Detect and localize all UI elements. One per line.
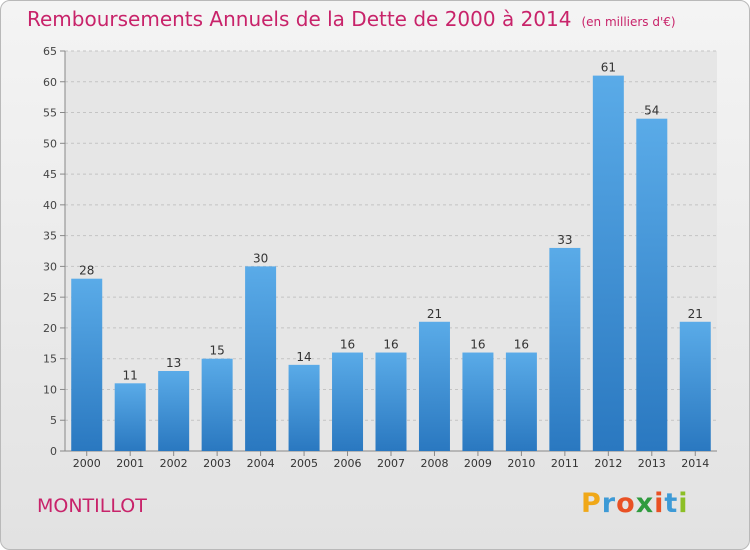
data-label: 13 (166, 356, 181, 370)
y-tick-label: 30 (43, 260, 57, 273)
y-tick-label: 20 (43, 322, 57, 335)
logo-letter: i (678, 488, 689, 519)
bar (549, 247, 581, 451)
y-tick-label: 5 (50, 414, 57, 427)
y-tick-label: 25 (43, 291, 57, 304)
x-tick-label: 2004 (247, 457, 275, 470)
bar (201, 358, 233, 451)
data-label: 15 (209, 344, 224, 358)
x-tick-label: 2005 (290, 457, 318, 470)
x-tick-label: 2001 (116, 457, 144, 470)
y-tick-label: 45 (43, 168, 57, 181)
logo-letter: x (635, 488, 655, 519)
bar (505, 352, 537, 451)
y-tick-label: 15 (43, 353, 57, 366)
x-tick-label: 2007 (377, 457, 405, 470)
x-tick-label: 2009 (464, 457, 492, 470)
x-tick-label: 2011 (551, 457, 579, 470)
data-label: 16 (340, 338, 355, 352)
data-label: 16 (514, 338, 529, 352)
bar (375, 352, 407, 451)
data-label: 21 (427, 307, 442, 321)
x-tick-label: 2006 (334, 457, 362, 470)
y-tick-label: 55 (43, 107, 57, 120)
logo-letter: P (581, 488, 602, 519)
data-label: 33 (557, 233, 572, 247)
bar (636, 118, 668, 451)
y-tick-label: 60 (43, 76, 57, 89)
y-tick-label: 40 (43, 199, 57, 212)
data-label: 28 (79, 264, 94, 278)
bar (114, 383, 146, 451)
x-tick-label: 2002 (160, 457, 188, 470)
data-label: 21 (688, 307, 703, 321)
bar (245, 266, 277, 451)
data-label: 30 (253, 251, 268, 265)
x-tick-label: 2012 (594, 457, 622, 470)
bar (462, 352, 494, 451)
x-tick-label: 2008 (420, 457, 448, 470)
y-tick-label: 65 (43, 45, 57, 58)
bar (288, 364, 320, 451)
data-label: 14 (296, 350, 311, 364)
logo-letter: t (664, 488, 679, 519)
logo-letter: r (601, 488, 617, 519)
chart-subtitle: (en milliers d'€) (581, 15, 676, 29)
bar (679, 321, 711, 451)
logo-letter: o (616, 488, 636, 519)
chart-title: Remboursements Annuels de la Dette de 20… (27, 7, 676, 31)
x-tick-label: 2014 (681, 457, 709, 470)
bar (332, 352, 364, 451)
logo-letter: i (654, 488, 665, 519)
bar (71, 278, 103, 451)
y-tick-label: 10 (43, 383, 57, 396)
x-tick-label: 2003 (203, 457, 231, 470)
proxiti-logo: Proxiti (581, 488, 689, 519)
bar (158, 371, 190, 451)
x-tick-label: 2010 (507, 457, 535, 470)
data-label: 11 (123, 368, 138, 382)
y-tick-label: 50 (43, 137, 57, 150)
data-label: 54 (644, 104, 659, 118)
y-tick-label: 0 (50, 445, 57, 458)
commune-name: MONTILLOT (37, 495, 147, 517)
data-label: 61 (601, 61, 616, 75)
data-label: 16 (470, 338, 485, 352)
y-tick-label: 35 (43, 230, 57, 243)
x-tick-label: 2000 (73, 457, 101, 470)
x-tick-label: 2013 (638, 457, 666, 470)
chart-title-text: Remboursements Annuels de la Dette de 20… (27, 7, 572, 31)
bar (592, 75, 624, 451)
bar (418, 321, 450, 451)
data-label: 16 (383, 338, 398, 352)
